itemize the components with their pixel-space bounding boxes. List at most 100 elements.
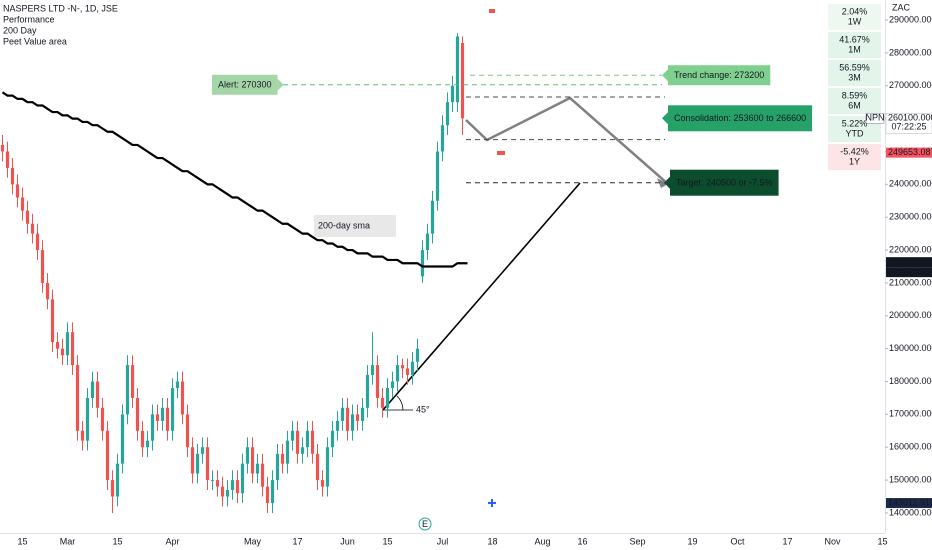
price-label: 249653.0875 [888, 147, 932, 157]
x-tick-label: 17 [782, 536, 792, 546]
x-tick-label: Mar [60, 536, 76, 546]
candle-body [55, 342, 60, 349]
performance-value: 5.22% [842, 118, 868, 128]
candle-body [290, 430, 295, 441]
candle-body [5, 151, 10, 168]
candle-body [0, 144, 5, 152]
candle-body [450, 85, 455, 103]
candle-body [45, 282, 50, 300]
candle-body [360, 407, 365, 421]
x-tick-label: Apr [165, 536, 179, 546]
candle-body [240, 463, 245, 494]
candle-body [185, 414, 190, 448]
candle-body [370, 365, 375, 375]
performance-box [828, 60, 881, 86]
price-label-box [886, 257, 932, 268]
y-tick-label: 230000.0000 [889, 212, 932, 222]
candle-body [155, 414, 160, 421]
candle-body [375, 365, 380, 398]
candle-body [40, 250, 45, 283]
candle-body [135, 397, 140, 431]
candle-body [95, 381, 100, 408]
candle-body [455, 36, 460, 103]
candle-body [205, 447, 210, 481]
candle-body [210, 480, 215, 482]
candle-body [15, 184, 20, 198]
candle-body [180, 381, 185, 415]
candle-body [100, 407, 105, 431]
candle-body [25, 210, 30, 224]
y-tick-label: 210000.0000 [889, 277, 932, 287]
candle-body [140, 430, 145, 448]
candle-body [365, 374, 370, 408]
candle-body [225, 489, 230, 497]
candle-body [125, 365, 130, 415]
performance-period: 1M [848, 44, 861, 54]
x-tick-label: Oct [730, 536, 745, 546]
candle-body [85, 397, 90, 441]
candle-body [280, 453, 285, 464]
trend-line [382, 182, 581, 411]
candle-body [345, 407, 350, 431]
candle-body [260, 463, 265, 487]
price-label-time: 07:22:25 [891, 122, 926, 132]
symbol-title: NASPERS LTD -N-, 1D, JSE [3, 3, 118, 13]
x-tick-label: 19 [687, 536, 697, 546]
candle-body [110, 480, 115, 497]
level-pointer [664, 176, 670, 189]
y-tick-label: 160000.0000 [889, 442, 932, 452]
candle-body [285, 440, 290, 464]
symbol-box [865, 113, 885, 124]
y-tick-label: 150000.0000 [889, 474, 932, 484]
candle-body [30, 223, 35, 234]
candle-body [20, 197, 25, 211]
x-tick-label: 17 [292, 536, 302, 546]
marker [488, 499, 496, 507]
marker [497, 151, 505, 155]
candle-body [310, 430, 315, 454]
level-label: Trend change: 273200 [674, 70, 764, 80]
angle-arc [396, 395, 404, 411]
projection-path [465, 96, 669, 185]
performance-value: 8.59% [842, 90, 868, 100]
sma-line [1, 91, 468, 268]
price-label-box [886, 498, 932, 509]
candle-body [440, 125, 445, 152]
candle-body [35, 233, 40, 251]
candle-body [90, 381, 95, 398]
angle-label: 45° [416, 404, 430, 414]
x-tick-label: 15 [382, 536, 392, 546]
performance-value: -5.42% [840, 146, 869, 156]
candle-body [255, 463, 260, 474]
price-label-box [886, 147, 932, 158]
y-tick-label: 280000.0000 [889, 47, 932, 57]
candle-body [195, 453, 200, 474]
candle-body [230, 480, 235, 490]
y-tick-label: 200000.0000 [889, 310, 932, 320]
x-tick-label: 16 [577, 536, 587, 546]
price-label-box [885, 113, 932, 134]
candle-body [270, 480, 275, 504]
y-tick-label: 190000.0000 [889, 343, 932, 353]
x-tick-label: 18 [487, 536, 497, 546]
projection-arrow [657, 178, 668, 188]
y-tick-label: 290000.0000 [889, 14, 932, 24]
sma-label: 200-day sma [318, 220, 370, 230]
level-box [212, 74, 278, 95]
candle-body [295, 430, 300, 454]
sma-label-box [314, 215, 396, 237]
x-tick-label: Nov [824, 536, 841, 546]
x-tick-label: Aug [534, 536, 550, 546]
candle-body [390, 381, 395, 389]
legend-item: Performance [3, 14, 55, 24]
x-tick-label: 15 [112, 536, 122, 546]
y-tick-label: 140000.0000 [889, 507, 932, 517]
price-label: 143011.9104 [888, 497, 932, 507]
performance-value: 41.67% [839, 34, 870, 44]
performance-period: YTD [846, 128, 865, 138]
x-tick-label: 15 [17, 536, 27, 546]
earnings-label: E [422, 519, 428, 529]
level-box [670, 169, 779, 196]
candle-body [395, 365, 400, 382]
candle-body [200, 447, 205, 454]
